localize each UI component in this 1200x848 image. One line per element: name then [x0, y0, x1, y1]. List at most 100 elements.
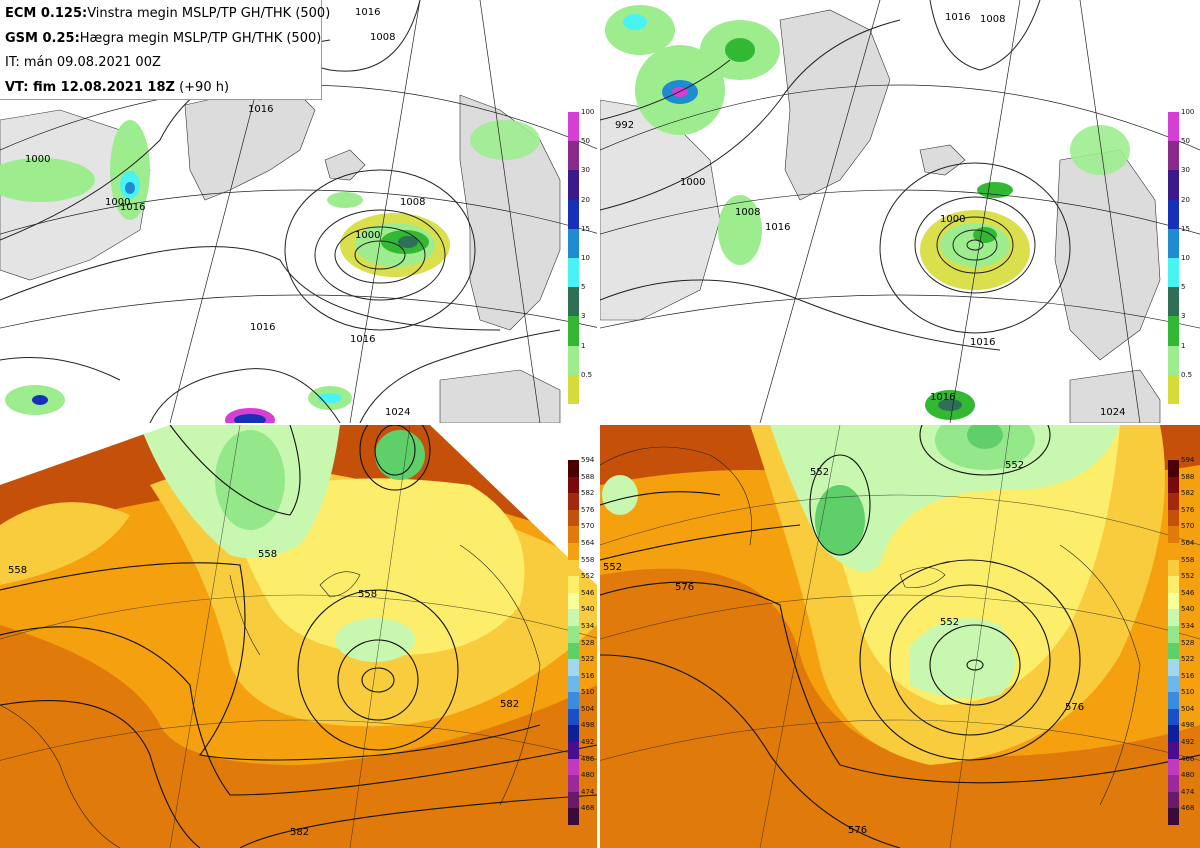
init-time: IT: mán 09.08.2021 00Z	[5, 55, 161, 70]
europe-land	[1069, 369, 1161, 423]
lead-time: (+90 h)	[179, 79, 230, 95]
graticule	[600, 0, 1200, 423]
graticule	[0, 425, 597, 848]
colorbar-tick-label: 498	[1181, 721, 1195, 730]
gsm-mslp-svg: 992 1000 1008 1016 1000 1016 1016 1008 1…	[600, 0, 1200, 423]
gh-label: 552	[1005, 460, 1024, 471]
colorbar-tick-label: 468	[1181, 804, 1195, 813]
colorbar-segment	[1168, 708, 1179, 726]
colorbar-tick-label: 594	[1181, 456, 1195, 464]
colorbar-tick-label: 570	[1181, 522, 1195, 531]
isobar-label: 1000	[680, 177, 705, 188]
colorbar-tick-label: 0.5	[1181, 370, 1193, 379]
colorbar-tick-label: 100	[1181, 108, 1195, 116]
isobars	[600, 0, 1071, 351]
gsm-model-desc: Hægra megin MSLP/TP GH/THK (500)	[79, 30, 322, 46]
colorbar-segment	[1168, 725, 1179, 743]
colorbar-tick-label: 20	[1181, 195, 1190, 204]
colorbar-tick-label: 564	[1181, 538, 1195, 547]
ecm-gh500-svg: 558 558 558 582 582	[0, 425, 597, 848]
colorbar-tick-label: 100	[581, 108, 595, 116]
isobar-label: 1008	[735, 207, 760, 218]
gh-label: 558	[258, 549, 277, 560]
colorbar-tick-label: 522	[1181, 655, 1195, 664]
coastlines	[600, 446, 1141, 806]
colorbar-tick-label: 588	[1181, 472, 1195, 481]
gh-label: 576	[1065, 702, 1084, 713]
colorbar-tick-label: 522	[581, 655, 595, 664]
colorbar-segment	[1168, 609, 1179, 627]
isobar-label: 992	[615, 120, 634, 131]
no-data-area	[0, 425, 170, 485]
isobar-label: 1000	[105, 197, 130, 208]
colorbar-tick-label: 480	[1181, 771, 1195, 780]
colorbar-tick-label: 546	[581, 588, 595, 597]
colorbar-segment	[1168, 141, 1179, 171]
gh-label: 552	[603, 562, 622, 573]
colorbar-segment	[568, 141, 579, 171]
colorbar-segment	[568, 509, 579, 527]
colorbar-tick-label: 498	[581, 721, 595, 730]
colorbar-segment	[568, 625, 579, 643]
colorbar-segment	[1168, 316, 1179, 347]
colorbar-tick-label: 510	[1181, 688, 1195, 697]
colorbar-segment	[568, 742, 579, 760]
colorbar-tick-label: 468	[581, 804, 595, 813]
panel-divider-horizontal	[0, 423, 1200, 425]
colorbar-tick-label: 540	[1181, 605, 1195, 614]
gsm-gh500-svg: 552 552 552 552 576 576 576	[600, 425, 1200, 848]
colorbar-segment	[1168, 493, 1179, 511]
gsm-gh500-map: 552 552 552 552 576 576 576	[600, 425, 1200, 848]
gsm-model-label: GSM 0.25:	[5, 30, 80, 46]
colorbar-segment	[568, 345, 579, 376]
colorbar-tick-label: 570	[581, 522, 595, 531]
colorbar-tick-label: 0.5	[581, 370, 593, 379]
no-data-area	[430, 425, 597, 585]
colorbar-tick-label: 576	[1181, 505, 1195, 514]
isobar-label: 1016	[930, 392, 955, 403]
colorbar-tick-label: 474	[1181, 787, 1195, 796]
colorbar-segment	[568, 775, 579, 793]
colorbar-segment	[568, 659, 579, 677]
colorbar-tick-label: 582	[581, 489, 595, 498]
colorbar-segment	[1168, 287, 1179, 317]
europe-land	[439, 369, 561, 423]
colorbar-tick-label: 480	[581, 771, 595, 780]
colorbar-segment	[568, 170, 579, 201]
ecm-model-desc: Vinstra megin MSLP/TP GH/THK (500)	[87, 6, 331, 21]
colorbar-segment	[568, 559, 579, 577]
gh-label: 582	[290, 827, 309, 838]
colorbar-segment	[1168, 559, 1179, 577]
colorbar-segment	[1168, 592, 1179, 610]
colorbar-tick-label: 50	[581, 137, 590, 146]
colorbar-tick-label: 516	[581, 671, 595, 680]
colorbar-tick-label: 492	[581, 738, 595, 747]
colorbar-tick-label: 510	[581, 688, 595, 697]
colorbar-segment	[1168, 659, 1179, 677]
colorbar-tick-label: 558	[1181, 555, 1195, 564]
colorbar-segment	[568, 725, 579, 743]
colorbar-segment	[568, 476, 579, 494]
colorbar-tick-label: 5	[581, 283, 586, 292]
colorbar-segment	[568, 542, 579, 561]
colorbar-segment	[568, 199, 579, 230]
colorbar-tick-label: 15	[1181, 224, 1190, 233]
colorbar-tick-label: 534	[1181, 621, 1195, 630]
colorbar-tick-label: 516	[1181, 671, 1195, 680]
colorbar-segment	[568, 316, 579, 347]
colorbar-segment	[568, 758, 579, 776]
colorbar-segment	[568, 791, 579, 809]
colorbar-tick-label: 486	[581, 754, 595, 763]
colorbar-tick-label: 492	[1181, 738, 1195, 747]
gsm-model-line: GSM 0.25:Hægra megin MSLP/TP GH/THK (500…	[5, 27, 321, 52]
gh-label: 576	[675, 582, 694, 593]
gh-label: 552	[810, 467, 829, 478]
colorbar-tick-label: 1	[581, 341, 586, 350]
gh-label: 582	[500, 699, 519, 710]
colorbar-tick-label: 504	[1181, 704, 1195, 713]
colorbar-segment	[568, 526, 579, 544]
colorbar-tick-label: 30	[581, 166, 590, 175]
colorbar-segment	[568, 808, 579, 826]
isobar-label: 1024	[385, 407, 410, 418]
colorbar-tick-label: 534	[581, 621, 595, 630]
